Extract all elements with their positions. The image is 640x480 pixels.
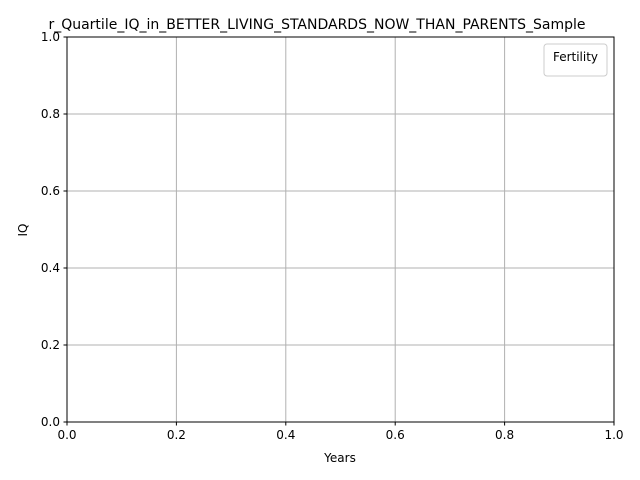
- x-tick-label: 0.2: [167, 428, 186, 442]
- y-tick-label: 0.2: [41, 338, 60, 352]
- y-tick-label: 0.4: [41, 261, 60, 275]
- x-tick-label: 1.0: [604, 428, 623, 442]
- x-tick-label: 0.4: [276, 428, 295, 442]
- legend-title: Fertility: [553, 50, 598, 64]
- x-tick-label: 0.0: [57, 428, 76, 442]
- plot-area-frame: [66, 36, 615, 423]
- axis-ticks: 0.0 0.2 0.4 0.6 0.8 1.0 0.0 0.2 0.4 0.6 0.8 1.0: [41, 30, 624, 442]
- x-tick-label: 0.6: [386, 428, 405, 442]
- legend-box: [543, 43, 608, 77]
- chart-title: r_Quartile_IQ_in_BETTER_LIVING_STANDARDS…: [48, 17, 585, 33]
- y-tick-label: 0.0: [41, 415, 60, 429]
- y-axis-label: IQ: [16, 224, 30, 237]
- y-tick-label: 0.8: [41, 107, 60, 121]
- x-tick-label: 0.8: [495, 428, 514, 442]
- y-tick-label: 1.0: [41, 30, 60, 44]
- x-axis-label: Years: [323, 451, 356, 465]
- y-tick-label: 0.6: [41, 184, 60, 198]
- grid-lines: [66, 36, 615, 423]
- legend: Fertility: [543, 43, 608, 77]
